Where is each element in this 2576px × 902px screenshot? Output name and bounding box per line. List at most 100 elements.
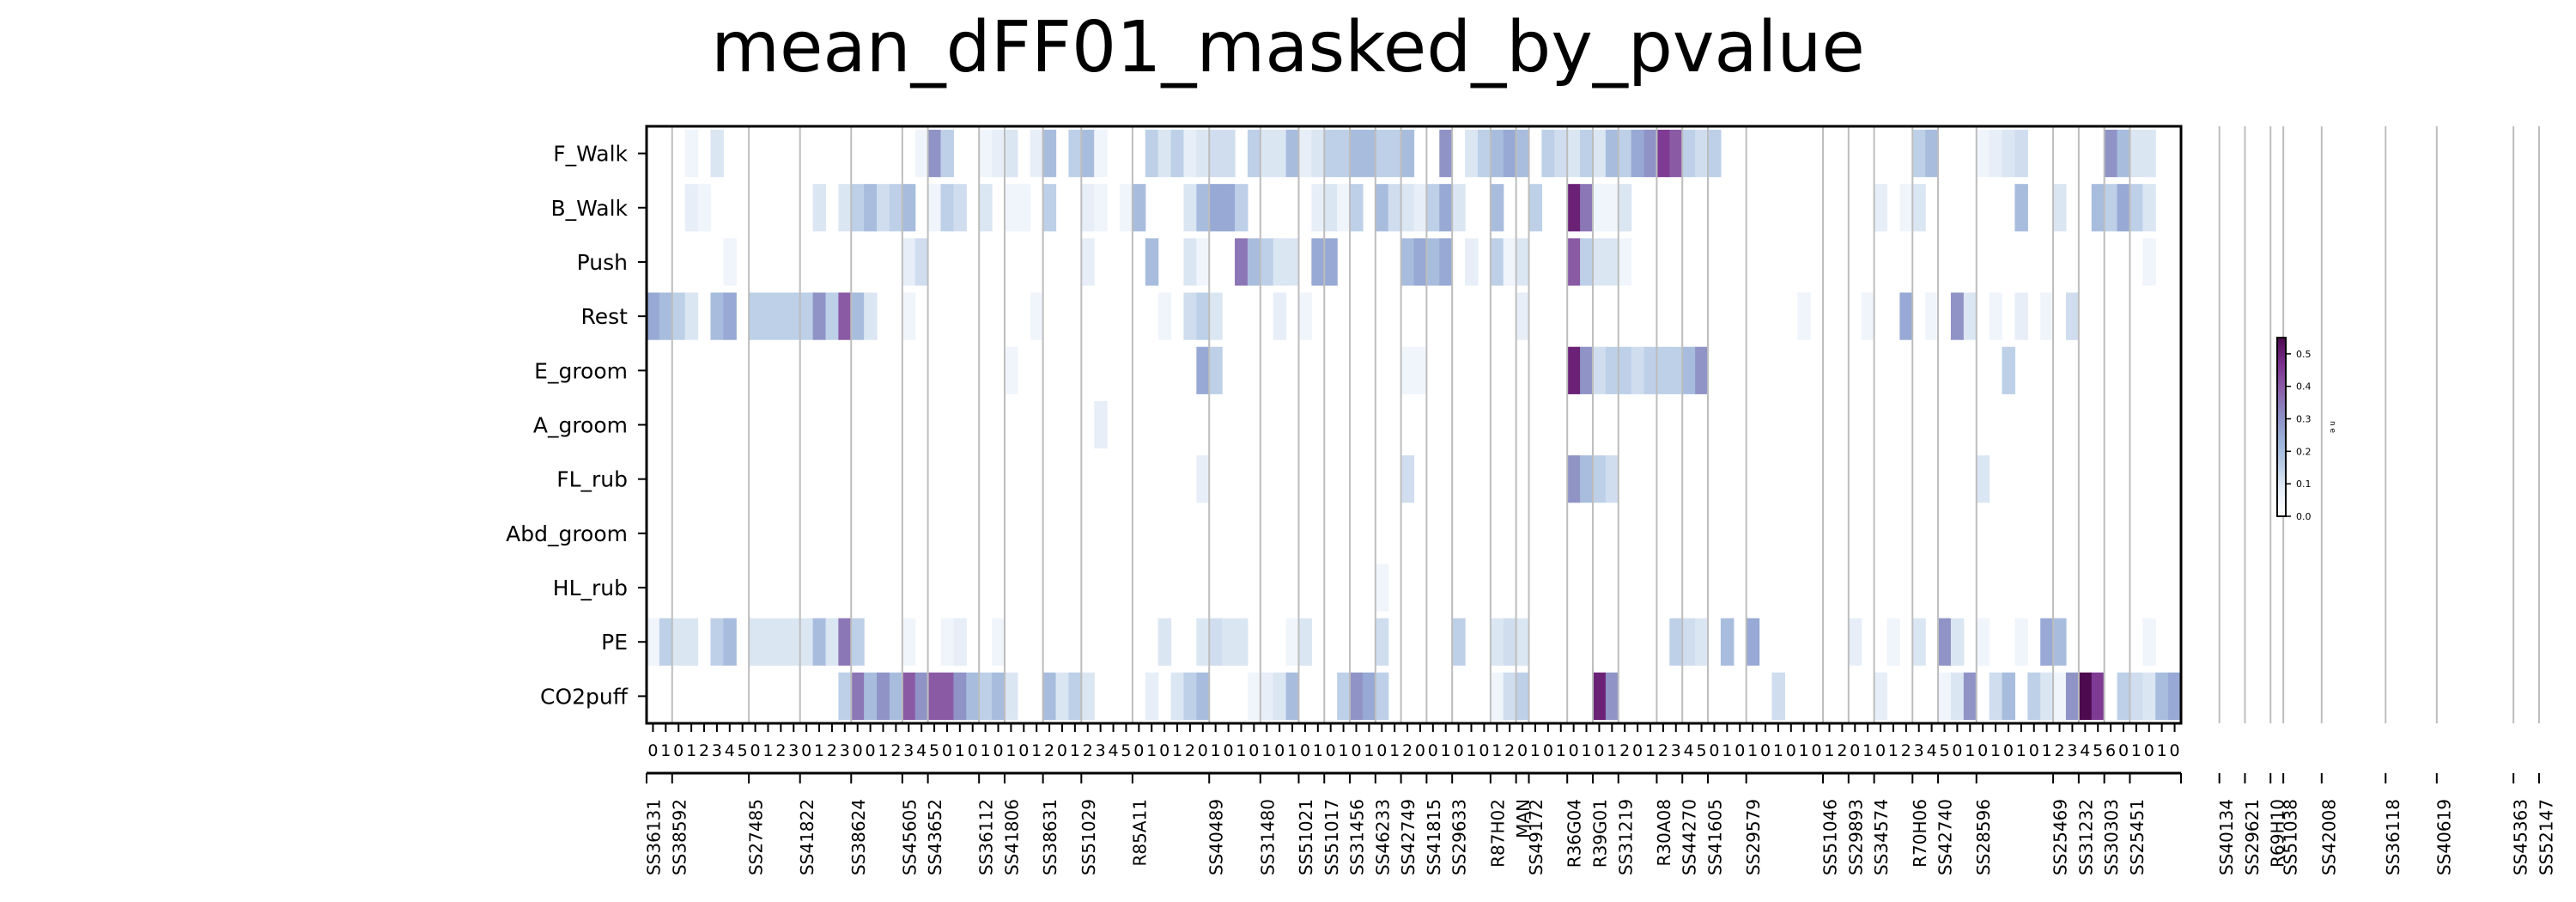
heatmap-cell <box>1605 346 1619 394</box>
heatmap-cell <box>1797 292 1811 340</box>
column-subtick-label: 0 <box>1224 741 1234 760</box>
heatmap-cell <box>1503 672 1517 720</box>
column-subtick-label: 0 <box>1351 741 1361 760</box>
heatmap-cell <box>2065 672 2080 720</box>
heatmap-cell <box>1708 130 1722 178</box>
group-label: SS38631 <box>1040 799 1060 875</box>
heatmap-cell <box>927 672 942 720</box>
column-subtick-label: 0 <box>1978 741 1988 760</box>
group-label: SS29579 <box>1743 799 1764 875</box>
heatmap-cell <box>1989 292 2003 340</box>
column-subtick-label: 2 <box>2054 741 2064 760</box>
heatmap-cell <box>889 184 903 232</box>
group-label: R39G01 <box>1589 799 1610 868</box>
column-subtick-label: 2 <box>1901 741 1911 760</box>
row-label: Abd_groom <box>506 521 628 546</box>
column-subtick-label: 1 <box>1287 741 1297 760</box>
heatmap-cell <box>1081 130 1095 178</box>
column-subtick-label: 2 <box>1619 741 1630 760</box>
column-subtick-label: 0 <box>2170 741 2180 760</box>
group-label: SS49172 <box>1526 799 1546 875</box>
heatmap-cell <box>647 292 660 340</box>
group-label: SS31219 <box>1615 799 1636 875</box>
heatmap-cell <box>1452 184 1466 232</box>
row-labels: F_Walk B_Walk Push Rest E_groom A_groom FL_rub… <box>506 142 647 709</box>
column-subtick-label: 4 <box>1684 741 1694 760</box>
group-label: MAN <box>1513 799 1534 838</box>
heatmap-cell <box>1848 618 1862 666</box>
heatmap-cell <box>1413 184 1427 232</box>
column-subtick-label: 1 <box>981 741 991 760</box>
heatmap-cell <box>1567 455 1581 503</box>
heatmap-cell <box>1912 130 1926 178</box>
colorbar-label: n e <box>2328 421 2336 434</box>
column-subtick-label: 2 <box>1044 741 1054 760</box>
column-subtick-label: 1 <box>1862 741 1873 760</box>
heatmap-cell <box>1311 184 1325 232</box>
heatmap-cell <box>710 618 724 666</box>
heatmap-cell <box>2091 672 2105 720</box>
column-subtick-label: 1 <box>1005 741 1016 760</box>
heatmap-cell <box>2091 184 2105 232</box>
heatmap-cell <box>1874 184 1888 232</box>
heatmap-cell <box>1285 238 1300 286</box>
heatmap-cell <box>1643 130 1658 178</box>
column-subtick-label: 1 <box>1990 741 2001 760</box>
group-label: SS41605 <box>1705 799 1726 875</box>
heatmap-cell <box>1004 130 1018 178</box>
heatmap-cell <box>1081 672 1095 720</box>
column-subtick-label: 1 <box>1070 741 1080 760</box>
heatmap-cell <box>774 618 788 666</box>
group-label: SS51046 <box>1820 799 1841 875</box>
heatmap-cell <box>1567 130 1581 178</box>
column-subtick-label: 0 <box>1300 741 1310 760</box>
heatmap-cell <box>1528 184 1543 232</box>
column-subtick-label: 1 <box>2131 741 2142 760</box>
heatmap-cell <box>1490 672 1504 720</box>
heatmap-cell <box>799 618 814 666</box>
heatmap-cell <box>2053 672 2067 720</box>
heatmap-cell <box>1260 238 1274 286</box>
column-subtick-label: 1 <box>1146 741 1157 760</box>
heatmap-cell <box>1669 618 1683 666</box>
heatmap-cell <box>1541 130 1555 178</box>
column-subtick-label: 1 <box>1888 741 1899 760</box>
heatmap-cell <box>2104 184 2118 232</box>
row-label: Push <box>577 250 628 275</box>
heatmap-cell <box>927 130 942 178</box>
heatmap-cell <box>864 184 878 232</box>
heatmap-cell <box>1580 238 1594 286</box>
group-label: R85A11 <box>1129 799 1150 866</box>
heatmap-cell <box>1004 184 1018 232</box>
heatmap-cell <box>825 292 839 340</box>
heatmap-cell <box>1081 238 1095 286</box>
column-subtick-label: 0 <box>1479 741 1489 760</box>
heatmap-cell <box>1247 238 1261 286</box>
heatmap-cell <box>1042 184 1057 232</box>
heatmap-cell <box>1170 672 1185 720</box>
column-subtick-label: 1 <box>1824 741 1834 760</box>
heatmap-cell <box>877 184 890 232</box>
heatmap-cell <box>1618 184 1632 232</box>
group-label: SS25451 <box>2127 799 2148 875</box>
group-label: SS28596 <box>1973 799 1994 875</box>
heatmap-cell <box>1222 130 1236 178</box>
heatmap-cell <box>1580 184 1594 232</box>
heatmap-cell <box>864 672 878 720</box>
heatmap-cell <box>1145 238 1159 286</box>
heatmap-cell <box>1950 672 1965 720</box>
column-subtick-label: 1 <box>955 741 965 760</box>
column-subtick-label: 0 <box>1454 741 1464 760</box>
heatmap-cell <box>1170 130 1185 178</box>
group-label: SS40134 <box>2216 799 2237 875</box>
column-subtick-label: 1 <box>2016 741 2026 760</box>
colorbar: 0.0 0.1 0.2 0.3 0.4 0.5 n e <box>2276 337 2336 522</box>
group-label: SS36131 <box>644 799 665 875</box>
heatmap-cell <box>1337 130 1351 178</box>
column-subtick-label: 1 <box>1607 741 1617 760</box>
heatmap-cell <box>979 130 993 178</box>
heatmap-cell <box>1183 184 1197 232</box>
heatmap-cell <box>1196 238 1210 286</box>
heatmap-cell <box>2104 130 2118 178</box>
